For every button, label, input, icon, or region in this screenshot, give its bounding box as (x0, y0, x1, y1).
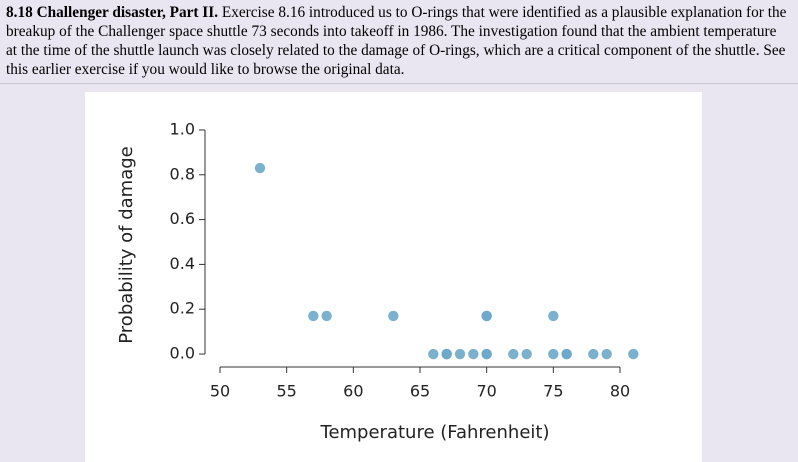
y-tick-label: 0.8 (170, 164, 195, 183)
data-point (508, 348, 519, 360)
data-point (428, 348, 439, 360)
x-tick-label: 60 (343, 382, 363, 401)
data-point (481, 310, 492, 322)
x-axis-title: Temperature (Fahrenheit) (320, 422, 550, 443)
exercise-label: 8.18 Challenger disaster, Part II. (6, 4, 219, 21)
y-tick-label: 0.2 (170, 299, 195, 318)
data-point (548, 348, 559, 360)
x-tick-label: 50 (210, 382, 230, 401)
data-point (388, 310, 399, 322)
y-tick-label: 0.6 (170, 209, 195, 228)
data-point (468, 348, 479, 360)
data-point (628, 348, 639, 360)
data-point (308, 310, 319, 322)
x-tick-label: 55 (276, 382, 296, 401)
x-tick-label: 65 (410, 382, 430, 401)
exercise-text: 8.18 Challenger disaster, Part II. Exerc… (6, 3, 788, 79)
y-tick-label: 1.0 (170, 119, 195, 138)
data-point (481, 348, 492, 360)
y-tick-label: 0.0 (170, 344, 195, 363)
data-point (561, 348, 572, 360)
chart: Temperature (Fahrenheit) Probability of … (85, 92, 702, 462)
exercise-body: Exercise 8.16 introduced us to O-rings t… (6, 4, 787, 78)
data-point (254, 162, 266, 174)
data-point (441, 348, 452, 360)
data-point (321, 310, 332, 322)
data-point (548, 310, 559, 322)
data-point (601, 348, 612, 360)
separator (0, 83, 798, 84)
data-point (454, 348, 466, 360)
x-tick-label: 75 (543, 382, 563, 401)
x-tick-label: 80 (610, 382, 630, 401)
data-point (521, 348, 532, 360)
y-axis-title: Probability of damage (116, 146, 137, 343)
y-tick-label: 0.4 (170, 254, 195, 273)
x-tick-label: 70 (476, 382, 496, 401)
data-point (588, 348, 599, 360)
